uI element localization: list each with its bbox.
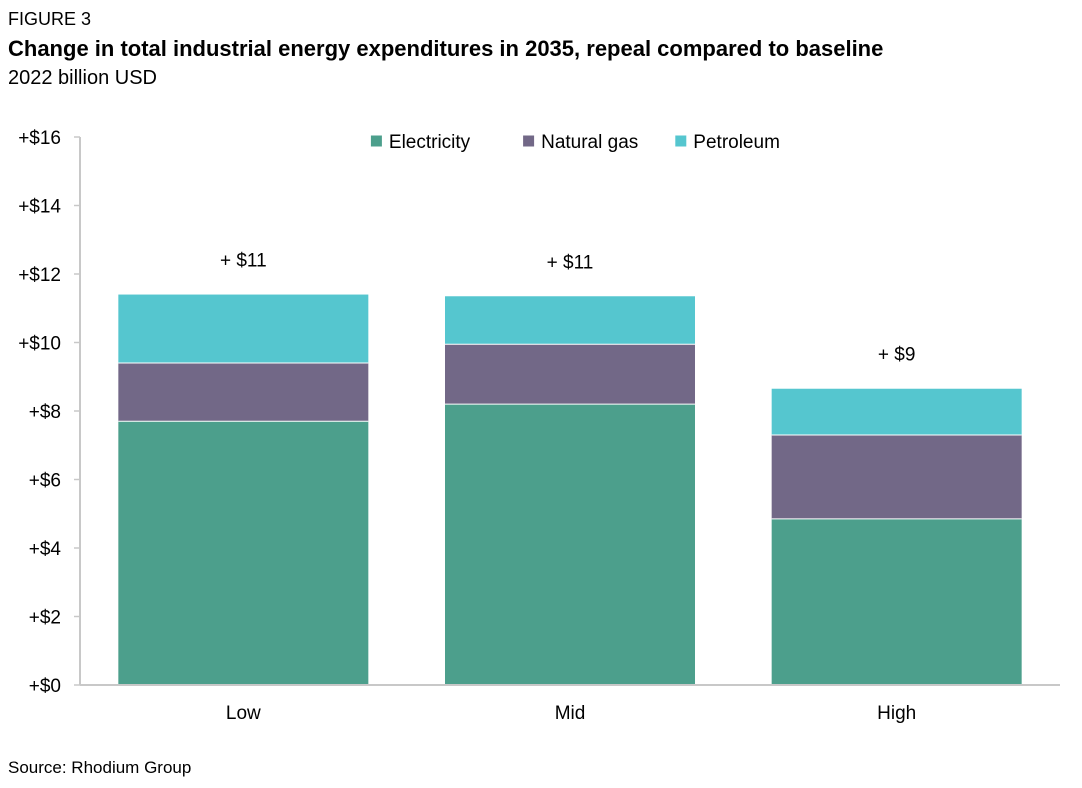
bar-high-petroleum: [771, 388, 1022, 435]
chart-subtitle: 2022 billion USD: [8, 67, 157, 89]
legend-label-electricity: Electricity: [389, 132, 471, 153]
y-tick-label: +$14: [18, 197, 61, 218]
legend: Electricity Natural gas Petroleum: [370, 132, 780, 153]
bar-high-electricity: [771, 518, 1022, 685]
legend-swatch-petroleum: [675, 135, 687, 147]
legend-label-natural-gas: Natural gas: [541, 132, 638, 153]
bar-low-petroleum: [118, 294, 369, 364]
y-tick-label: +$8: [29, 402, 61, 423]
bar-total-label-low: + $11: [220, 251, 267, 272]
bar-low-natural-gas: [118, 363, 369, 422]
bar-mid-petroleum: [445, 296, 695, 345]
legend-label-petroleum: Petroleum: [693, 132, 780, 153]
bar-total-label-mid: + $11: [547, 252, 594, 273]
y-tick-label: +$0: [29, 676, 61, 697]
source-note: Source: Rhodium Group: [8, 758, 192, 777]
labels-layer: + $11 Low + $11 Mid + $9 High: [220, 251, 916, 724]
bar-high-natural-gas: [771, 434, 1022, 519]
y-tick-label: +$2: [29, 608, 61, 629]
axes-layer: +$0 +$2 +$4 +$6 +$8 +$10 +$12 +$14 +$16: [18, 128, 1060, 697]
legend-swatch-natural-gas: [523, 135, 535, 147]
y-tick-label: +$6: [29, 471, 61, 492]
y-tick-label: +$4: [29, 539, 62, 560]
y-tick-label: +$10: [18, 334, 61, 355]
x-tick-label-low: Low: [226, 703, 261, 724]
x-tick-label-mid: Mid: [555, 703, 586, 724]
x-tick-label-high: High: [877, 703, 916, 724]
bar-mid-natural-gas: [445, 344, 695, 405]
legend-swatch-electricity: [370, 135, 382, 147]
bar-total-label-high: + $9: [878, 345, 916, 366]
bar-mid-electricity: [445, 404, 695, 685]
figure-label: FIGURE 3: [8, 9, 92, 29]
y-tick-label: +$16: [18, 128, 61, 149]
y-tick-label: +$12: [18, 265, 61, 286]
chart-title: Change in total industrial energy expend…: [8, 36, 884, 61]
bars-layer: [118, 294, 1022, 685]
bar-low-electricity: [118, 421, 369, 685]
